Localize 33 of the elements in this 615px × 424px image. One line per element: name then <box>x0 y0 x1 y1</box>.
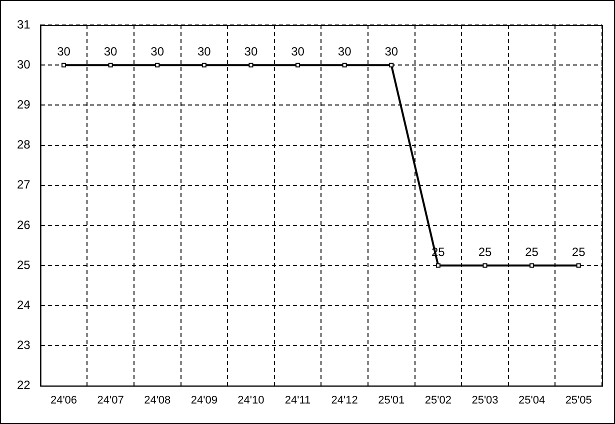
data-label: 30 <box>197 44 212 58</box>
y-tick-label: 25 <box>16 258 31 272</box>
x-tick-label: 25'02 <box>424 394 452 406</box>
y-tick-label: 24 <box>16 298 31 312</box>
y-tick-label: 27 <box>16 178 31 192</box>
data-label: 30 <box>384 44 398 58</box>
x-tick-label: 24'06 <box>50 394 78 406</box>
data-label: 30 <box>244 44 258 58</box>
data-label: 30 <box>338 44 352 58</box>
y-tick-label: 30 <box>16 57 31 72</box>
x-tick-label: 24'09 <box>190 394 218 406</box>
y-tick-label: 28 <box>16 138 31 152</box>
data-label: 30 <box>57 44 71 58</box>
data-label: 25 <box>478 244 492 259</box>
data-label: 30 <box>150 44 164 58</box>
data-label: 30 <box>291 44 305 58</box>
x-tick-label: 24'10 <box>238 394 264 406</box>
data-label: 25 <box>572 244 586 259</box>
y-tick-label: 22 <box>16 378 31 392</box>
y-tick-label: 26 <box>16 218 31 232</box>
x-tick-label: 25'03 <box>472 394 498 406</box>
y-tick-label: 31 <box>16 17 31 32</box>
data-label: 25 <box>525 244 539 259</box>
x-tick-label: 24'07 <box>97 394 124 406</box>
y-tick-label: 29 <box>16 97 31 112</box>
y-tick-label: 23 <box>16 338 31 352</box>
x-tick-label: 24'08 <box>144 394 171 406</box>
x-tick-label: 25'01 <box>378 394 405 406</box>
x-tick-label: 24'12 <box>331 394 358 406</box>
x-tick-label: 24'11 <box>284 394 311 406</box>
x-tick-label: 25'04 <box>518 394 546 406</box>
x-tick-label: 25'05 <box>565 394 592 406</box>
data-label: 30 <box>104 44 118 58</box>
